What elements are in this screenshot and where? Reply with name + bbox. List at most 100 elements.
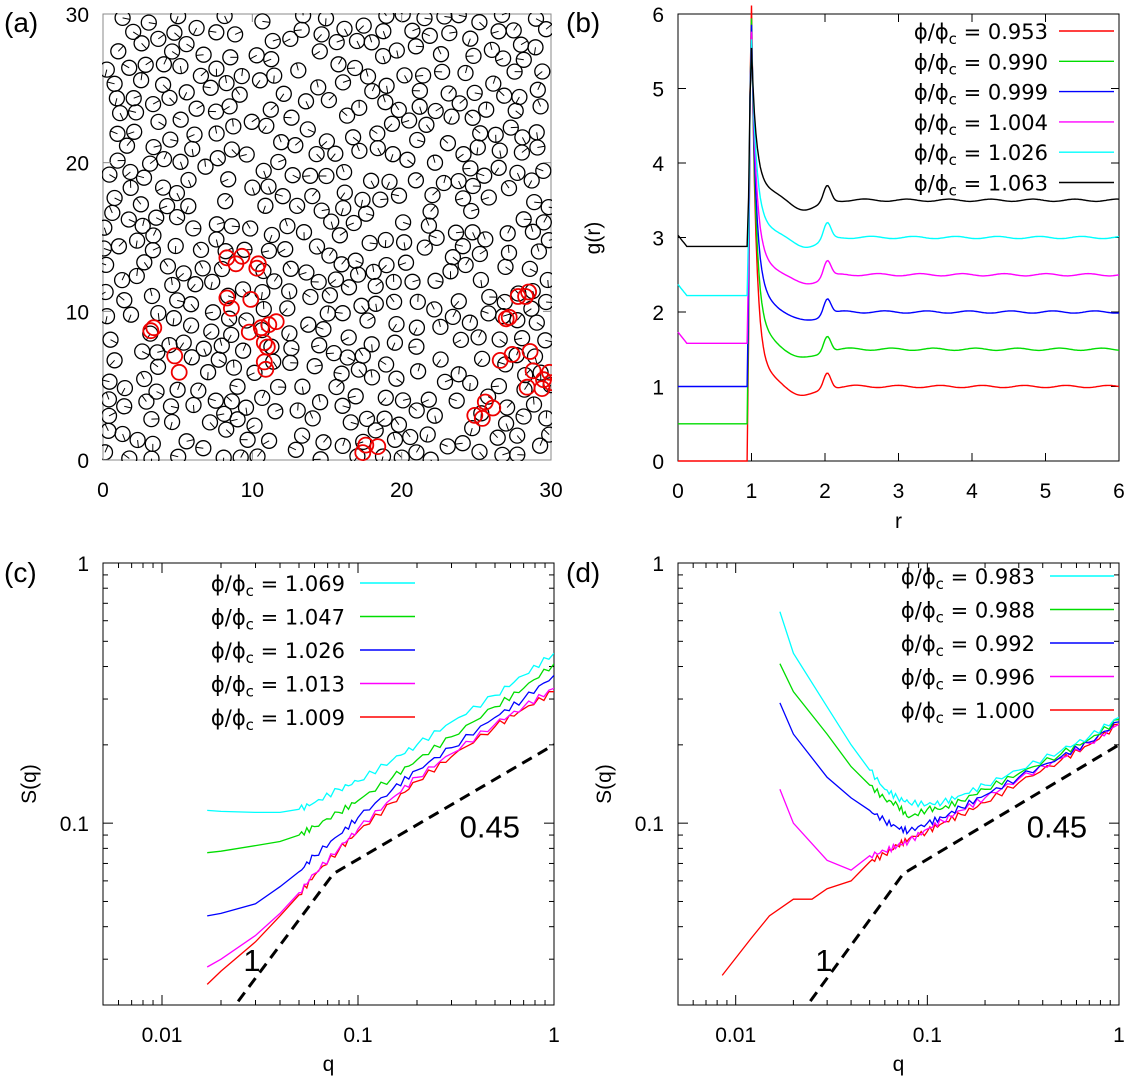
particle bbox=[441, 24, 458, 42]
particle-contact bbox=[239, 316, 247, 321]
particle bbox=[364, 82, 381, 100]
particle-contact bbox=[455, 244, 464, 247]
particle-contact bbox=[425, 218, 430, 226]
particle-contact bbox=[240, 450, 245, 458]
particle-contact bbox=[499, 150, 502, 159]
particle bbox=[180, 198, 197, 215]
particle-contact bbox=[215, 239, 219, 247]
particle bbox=[374, 47, 392, 65]
particle-contact bbox=[209, 422, 216, 429]
particle-contact bbox=[394, 103, 400, 111]
particle-contact bbox=[479, 21, 486, 28]
particle-contact bbox=[415, 45, 424, 48]
particle-contact bbox=[217, 262, 223, 270]
highlighted-particle bbox=[520, 283, 537, 301]
particle-contact bbox=[339, 230, 347, 236]
particle bbox=[454, 238, 472, 255]
x-tick-label-panelD: 0.1 bbox=[913, 1024, 942, 1047]
particle-contact bbox=[260, 292, 263, 300]
particle-contact bbox=[223, 105, 230, 111]
particle-contact bbox=[442, 137, 449, 144]
particle-contact bbox=[205, 331, 212, 337]
highlighted-particle bbox=[466, 406, 484, 424]
particle-contact bbox=[114, 197, 122, 202]
particle bbox=[511, 88, 528, 106]
particle-contact bbox=[142, 218, 145, 227]
particle-contact bbox=[358, 369, 364, 376]
particle bbox=[251, 72, 269, 89]
highlighted-particle bbox=[242, 290, 260, 308]
particle-contact bbox=[514, 337, 523, 341]
particle-contact bbox=[372, 264, 375, 272]
particle-contact bbox=[341, 337, 349, 342]
particle bbox=[490, 377, 508, 395]
particle bbox=[232, 449, 249, 461]
particle bbox=[255, 162, 272, 180]
particle-contact bbox=[396, 378, 403, 384]
highlighted-particle bbox=[142, 322, 160, 340]
particle bbox=[424, 186, 441, 204]
particle bbox=[226, 26, 244, 43]
particle bbox=[266, 67, 283, 84]
x-tick-label-panelC: 0.1 bbox=[343, 1024, 372, 1047]
particle-contact bbox=[328, 94, 335, 101]
particle-contact bbox=[104, 445, 109, 453]
particle bbox=[541, 426, 552, 443]
x-axis-label-b: r bbox=[895, 510, 902, 533]
particle bbox=[192, 67, 210, 85]
particle-contact bbox=[401, 120, 410, 124]
particle-contact bbox=[163, 57, 168, 65]
particle-contact bbox=[415, 445, 421, 453]
particle bbox=[419, 426, 436, 443]
particle bbox=[169, 13, 187, 25]
particle-contact bbox=[346, 222, 354, 227]
particle-contact bbox=[458, 14, 467, 18]
particle-contact bbox=[341, 258, 347, 265]
particle-contact bbox=[170, 139, 178, 142]
particle bbox=[333, 256, 350, 273]
particle bbox=[194, 260, 211, 277]
particle bbox=[385, 293, 403, 311]
x-tick-label-b: 2 bbox=[819, 480, 831, 503]
particle-contact bbox=[162, 84, 169, 91]
particle-contact bbox=[275, 193, 283, 197]
particle-contact bbox=[110, 339, 118, 344]
particle-contact bbox=[221, 178, 229, 183]
particle bbox=[530, 243, 548, 260]
particle bbox=[427, 102, 444, 120]
legend-label-panelD: ϕ/ϕc = 0.992 bbox=[901, 632, 1035, 660]
particle bbox=[172, 153, 189, 170]
particle-contact bbox=[440, 443, 448, 447]
particle-contact bbox=[386, 123, 393, 130]
particle bbox=[238, 312, 255, 329]
particle-contact bbox=[536, 132, 539, 140]
particle-contact bbox=[316, 326, 324, 330]
particle-contact bbox=[307, 128, 315, 133]
particle bbox=[207, 392, 224, 409]
particle-contact bbox=[530, 224, 534, 232]
particle bbox=[197, 158, 214, 175]
gr-curve-0 bbox=[678, 5, 1120, 462]
particle bbox=[145, 138, 162, 156]
particle bbox=[539, 271, 552, 289]
particle-contact bbox=[474, 92, 483, 95]
particle bbox=[497, 415, 515, 432]
highlighted-particle bbox=[369, 438, 387, 456]
particle-contact bbox=[192, 27, 198, 35]
particle-contact bbox=[170, 454, 179, 458]
particle bbox=[402, 428, 419, 446]
particle-contact bbox=[429, 234, 437, 239]
particle bbox=[220, 310, 238, 327]
particle-contact bbox=[471, 208, 479, 212]
highlighted-particle bbox=[542, 374, 552, 392]
particle bbox=[473, 350, 491, 368]
particle bbox=[378, 256, 395, 274]
particle-contact bbox=[466, 55, 474, 57]
particle-contact bbox=[296, 205, 303, 212]
particle bbox=[334, 397, 351, 414]
particle bbox=[169, 292, 186, 309]
particle-contact bbox=[336, 381, 343, 388]
particle-contact bbox=[122, 17, 131, 20]
sq-curve-panelC-4 bbox=[206, 690, 554, 985]
particle-contact bbox=[371, 84, 376, 92]
